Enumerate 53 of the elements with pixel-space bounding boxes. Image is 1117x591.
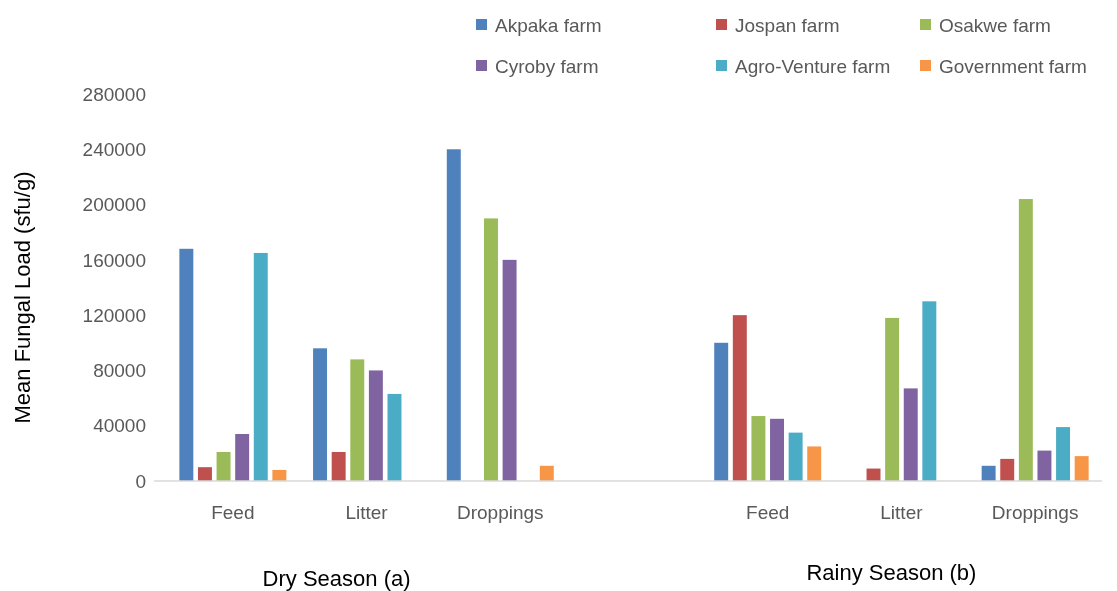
y-tick-label: 120000: [82, 304, 146, 326]
bar: [807, 446, 822, 481]
bar: [331, 451, 346, 481]
x-tick-label: Feed: [746, 502, 790, 523]
legend-label: Osakwe farm: [939, 14, 1051, 36]
bar: [502, 259, 517, 481]
y-tick-label: 160000: [82, 249, 146, 271]
bar: [1056, 427, 1071, 481]
bar: [387, 393, 402, 481]
bar: [885, 317, 900, 481]
bar: [216, 451, 231, 481]
bar: [539, 465, 554, 481]
bar: [1018, 199, 1033, 481]
y-tick-label: 280000: [82, 83, 146, 105]
bar: [179, 248, 194, 481]
y-tick-label: 240000: [82, 138, 146, 160]
y-tick-label: 0: [135, 470, 146, 492]
x-tick-label: Litter: [880, 502, 924, 523]
bar: [484, 218, 498, 481]
text: Rainy Season (b): [806, 560, 977, 585]
bar: [197, 467, 212, 481]
bar: [235, 434, 250, 481]
legend-label: Government farm: [939, 55, 1087, 77]
bar: [350, 359, 365, 481]
bar: [788, 432, 803, 481]
legend-label: Jospan farm: [735, 14, 840, 36]
bar: [714, 342, 729, 481]
bar: [981, 465, 996, 481]
bar: [903, 388, 918, 481]
bar: [770, 418, 784, 481]
bar: [368, 370, 383, 481]
bar: [751, 416, 766, 481]
legend-label: Cyroby farm: [495, 55, 599, 77]
bar: [922, 301, 937, 481]
bar: [446, 149, 461, 481]
x-tick-label: Droppings: [456, 502, 544, 523]
y-tick-label: 40000: [93, 415, 146, 437]
bar: [1000, 458, 1015, 481]
bar: [313, 348, 328, 481]
y-tick-label: 80000: [93, 360, 146, 382]
x-tick-label: Droppings: [991, 502, 1079, 523]
text: Dry Season (a): [262, 566, 411, 591]
bar: [1037, 450, 1052, 481]
bar: [732, 315, 747, 481]
bar: [253, 252, 268, 481]
y-axis-title: Mean Fungal Load (sfu/g): [10, 171, 35, 424]
x-tick-label: Litter: [345, 502, 389, 523]
y-tick-label: 200000: [82, 194, 146, 216]
legend-label: Agro-Venture farm: [735, 55, 891, 77]
x-tick-label: Feed: [211, 502, 255, 523]
bar: [1074, 456, 1089, 481]
legend-label: Akpaka farm: [495, 14, 602, 36]
bar: [272, 469, 287, 481]
